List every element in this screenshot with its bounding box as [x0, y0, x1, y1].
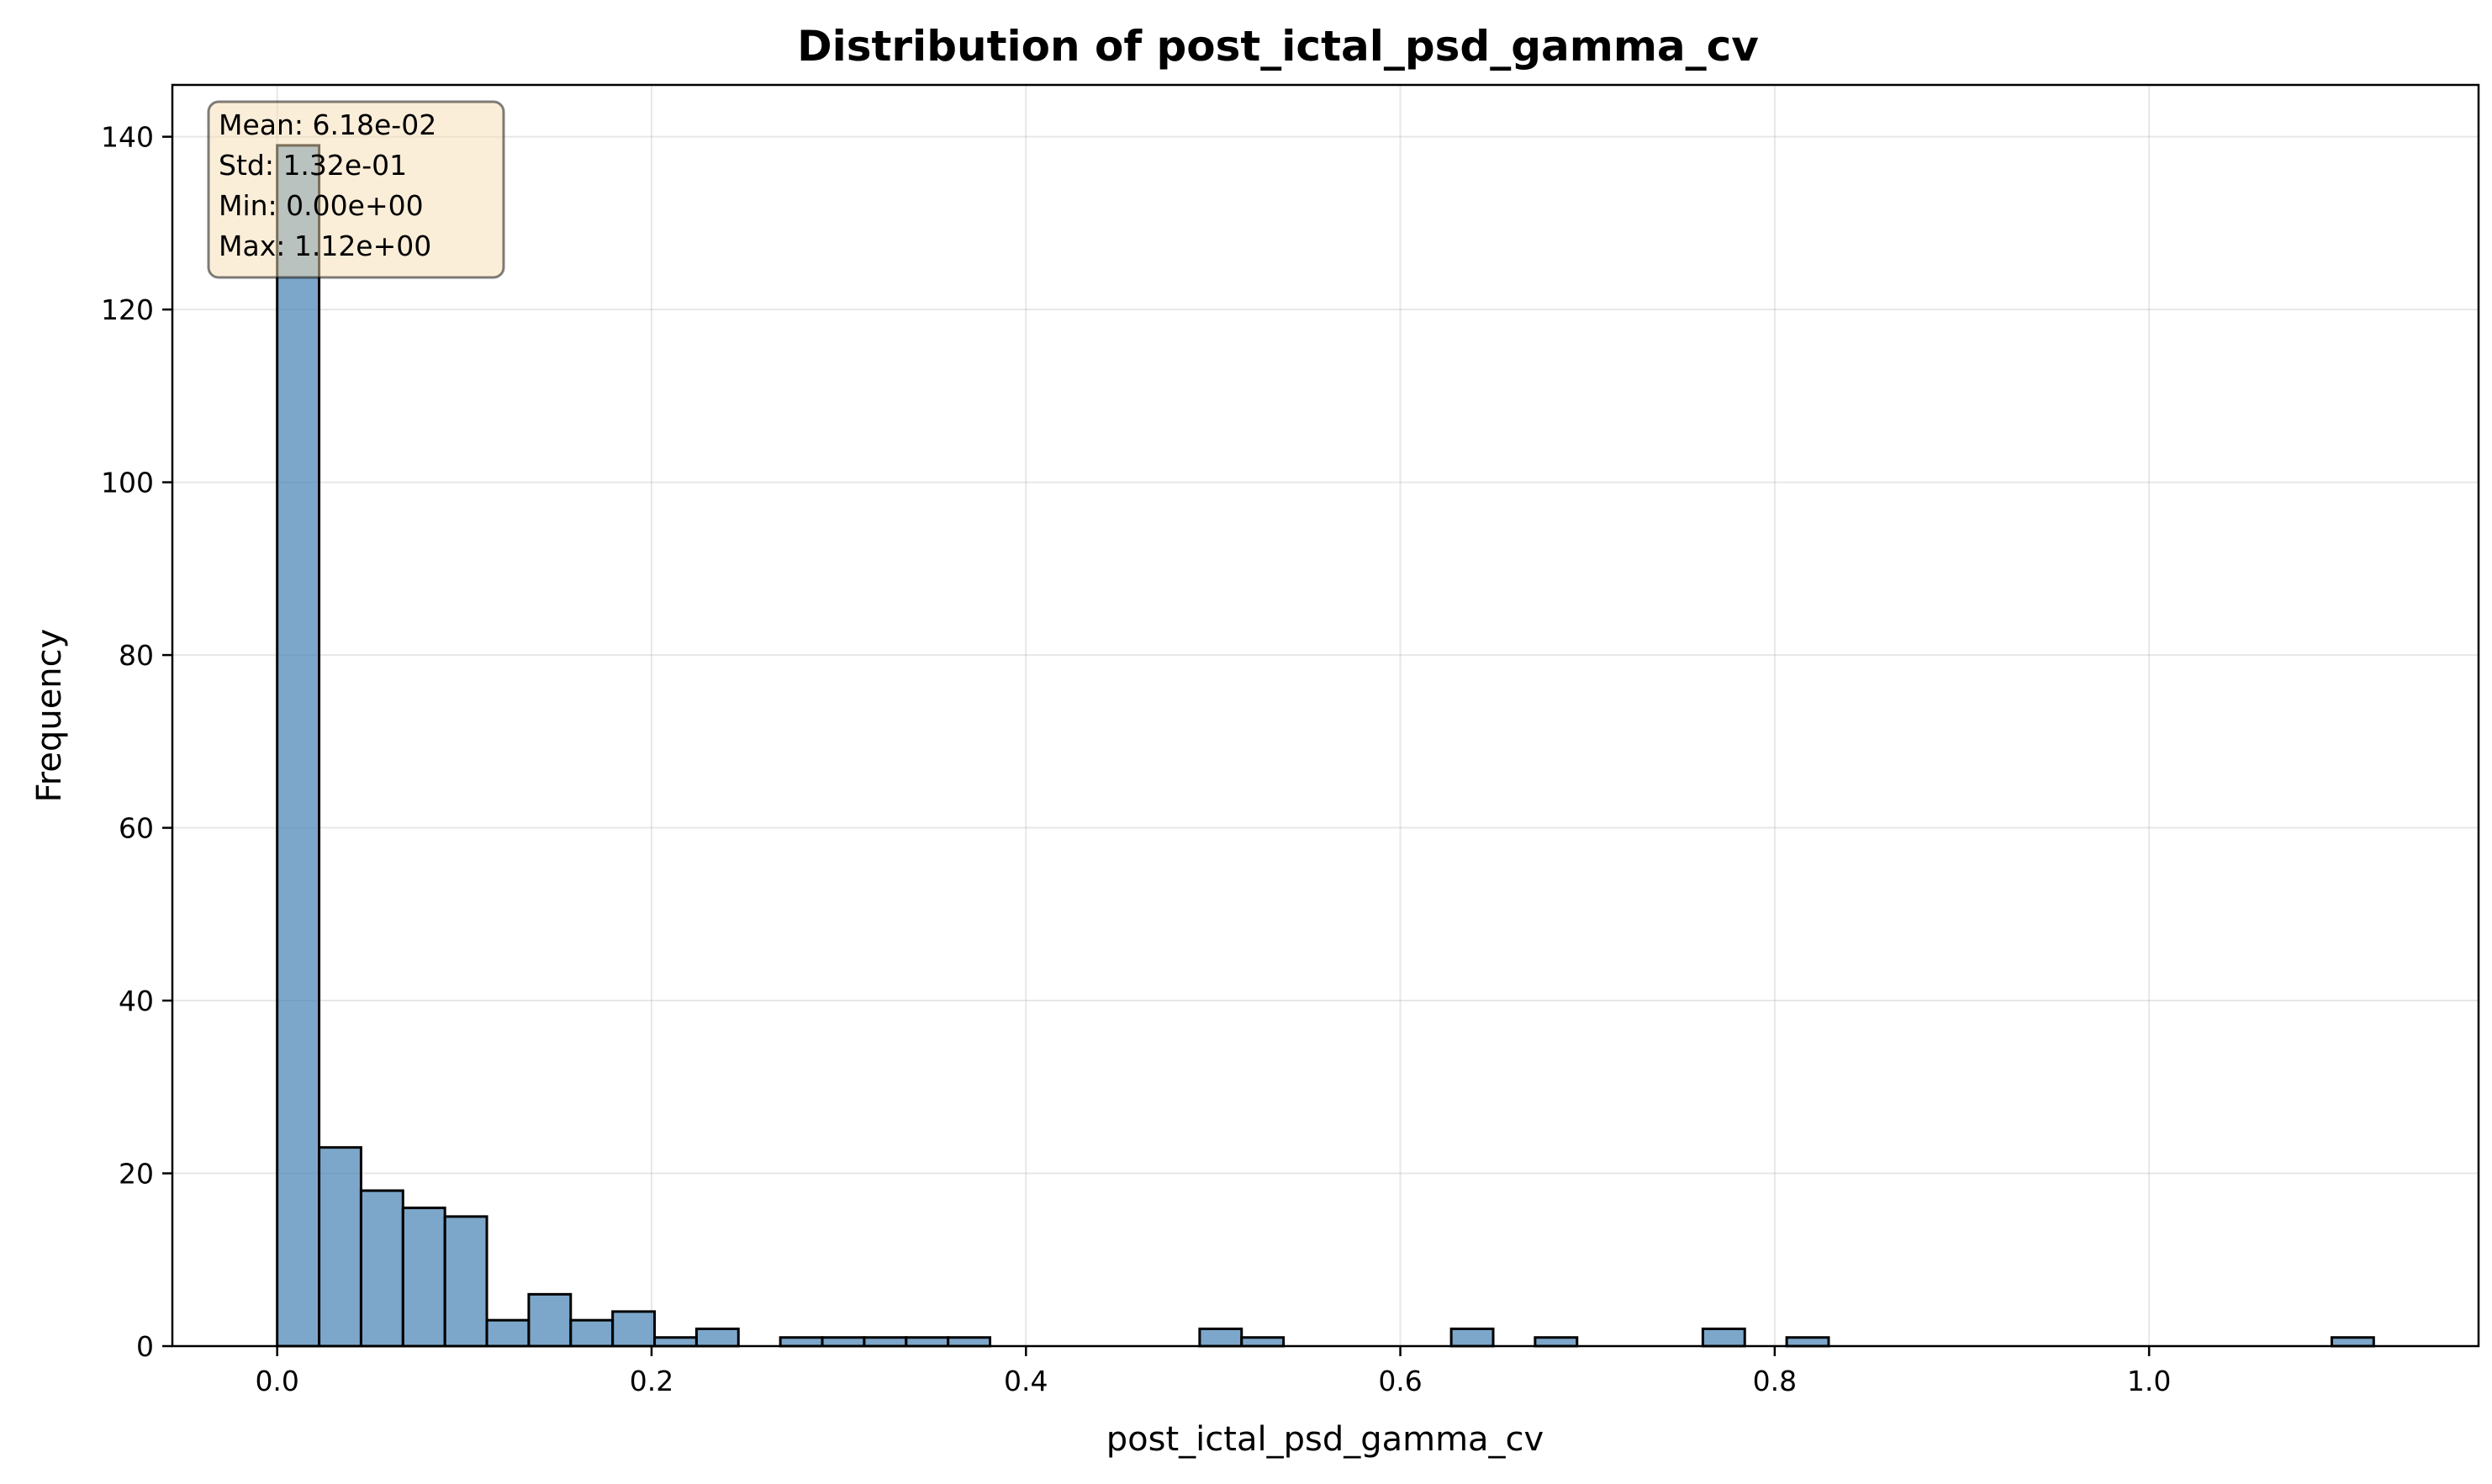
histogram-bar	[694, 1327, 740, 1348]
y-tick-label: 60	[119, 812, 154, 845]
stats-mean: Mean: 6.18e-02	[219, 108, 436, 141]
histogram-bar	[1449, 1327, 1495, 1348]
x-tick-label: 0.6	[1378, 1365, 1422, 1397]
x-tick-label: 0.4	[1004, 1365, 1048, 1397]
histogram-bar	[611, 1310, 657, 1348]
histogram-bar	[527, 1292, 573, 1348]
histogram-bar	[276, 144, 321, 1348]
y-tick-label: 0	[136, 1330, 154, 1363]
y-tick-label: 140	[101, 121, 154, 154]
histogram-bar	[401, 1207, 446, 1348]
y-axis-ticks: 0 20 40 60 80 100 120 140	[101, 121, 172, 1363]
stats-std: Std: 1.32e-01	[219, 149, 407, 182]
histogram-bar	[443, 1215, 488, 1348]
stats-box-background	[207, 100, 505, 279]
histogram-bar	[1198, 1327, 1243, 1348]
histogram-bar	[653, 1336, 698, 1348]
histogram-bar	[318, 1146, 362, 1348]
histogram-bar	[1240, 1336, 1286, 1348]
histogram-bar	[821, 1336, 866, 1348]
histogram-bars	[276, 144, 2375, 1348]
histogram-bar	[1701, 1327, 1746, 1348]
chart-title: Distribution of post_ictal_psd_gamma_cv	[797, 22, 1759, 71]
histogram-bar	[2330, 1336, 2375, 1348]
x-axis-ticks: 0.0 0.2 0.4 0.6 0.8 1.0	[255, 1346, 2171, 1397]
y-axis-label: Frequency	[30, 629, 69, 803]
histogram-bar	[863, 1336, 908, 1348]
histogram-bar	[569, 1318, 615, 1348]
stats-annotation-box: Mean: 6.18e-02 Std: 1.32e-01 Min: 0.00e+…	[207, 100, 505, 279]
stats-max: Max: 1.12e+00	[219, 230, 431, 262]
plot-area-frame	[171, 83, 2480, 1348]
histogram-bar	[779, 1336, 824, 1348]
histogram-bar	[359, 1189, 404, 1348]
histogram-bar	[1785, 1336, 1830, 1348]
y-tick-label: 20	[119, 1158, 154, 1191]
y-tick-label: 100	[101, 467, 154, 499]
histogram-bar	[905, 1336, 950, 1348]
y-tick-label: 120	[101, 293, 154, 326]
y-tick-label: 40	[119, 985, 154, 1017]
x-tick-label: 0.2	[630, 1365, 673, 1397]
y-tick-label: 80	[119, 639, 154, 672]
x-axis-label: post_ictal_psd_gamma_cv	[1106, 1420, 1544, 1459]
histogram-bar	[947, 1336, 992, 1348]
x-tick-label: 0.0	[255, 1365, 298, 1397]
histogram-bar	[485, 1318, 531, 1348]
stats-min: Min: 0.00e+00	[219, 189, 424, 222]
x-tick-label: 0.8	[1753, 1365, 1797, 1397]
grid-lines	[172, 85, 2479, 1347]
histogram-bar	[1534, 1336, 1579, 1348]
x-tick-label: 1.0	[2127, 1365, 2171, 1397]
